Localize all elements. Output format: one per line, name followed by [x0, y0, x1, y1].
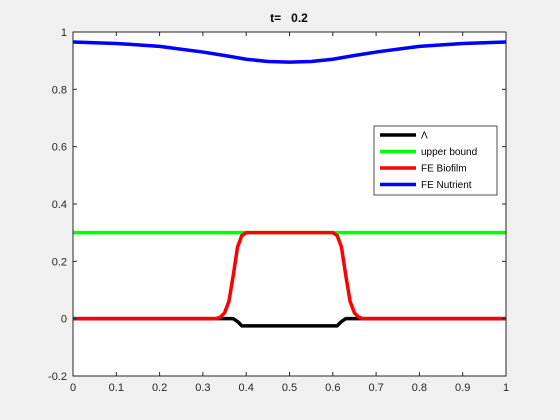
- x-tick-label: 0.6: [325, 382, 340, 394]
- x-tick-label: 0.8: [412, 382, 427, 394]
- y-tick-label: 0.4: [52, 199, 67, 211]
- y-tick-label: 0.2: [52, 256, 67, 268]
- y-tick-label: 0.6: [52, 142, 67, 154]
- y-tick-label: 1: [61, 27, 67, 39]
- legend-label-1: upper bound: [421, 147, 477, 158]
- x-tick-label: 0.2: [152, 382, 167, 394]
- x-tick-label: 0: [70, 382, 76, 394]
- y-tick-label: 0.8: [52, 84, 67, 96]
- chart-title: t= 0.2: [270, 11, 308, 25]
- series-layer: [72, 40, 507, 328]
- y-tick-label: 0: [61, 314, 67, 326]
- x-tick-label: 0.3: [195, 382, 210, 394]
- legend-label-3: FE Nutrient: [421, 180, 472, 191]
- tick-layer: 0 0.1 0.2 0.3 0.4 0.5 0.6 0.7 0.8 0.9 1-0.200.20.4…: [48, 27, 509, 394]
- x-tick-label: 1: [503, 382, 509, 394]
- x-tick-label: 0.9: [455, 382, 470, 394]
- x-tick-label: 0.1: [109, 382, 124, 394]
- x-tick-label: 0.5: [282, 382, 297, 394]
- y-tick-label: -0.2: [48, 371, 67, 383]
- x-tick-label: 0.4: [239, 382, 254, 394]
- series-line-0: [73, 316, 506, 328]
- legend-label-0: Λ: [421, 131, 428, 142]
- x-tick-label: 0.7: [368, 382, 383, 394]
- legend-label-2: FE Biofilm: [421, 164, 467, 175]
- series-line-2: [73, 230, 506, 321]
- series-line-3: [72, 40, 507, 64]
